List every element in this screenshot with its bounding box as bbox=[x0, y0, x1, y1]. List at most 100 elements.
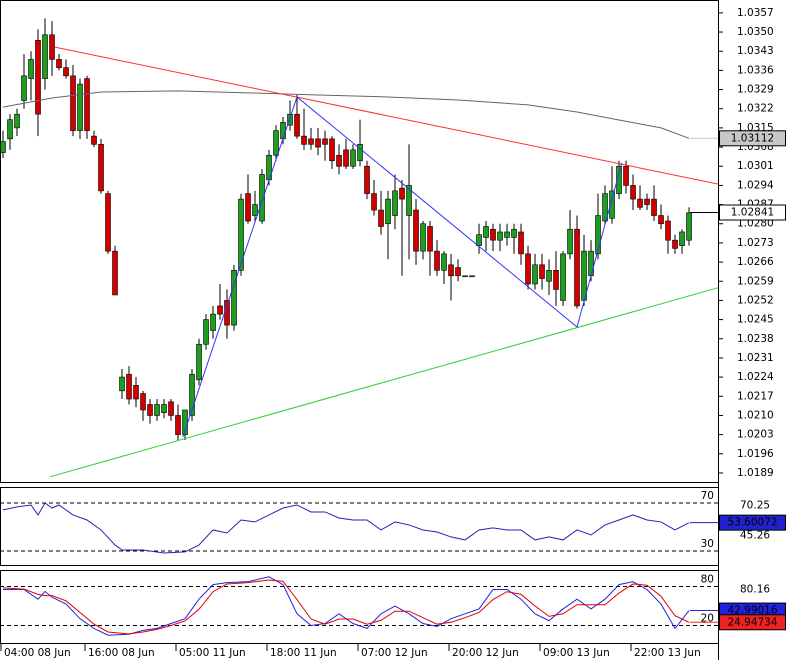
y-tick-label: 1.0322 bbox=[737, 103, 774, 115]
candle-body bbox=[560, 253, 566, 301]
marker-box bbox=[719, 514, 786, 531]
candle-body bbox=[273, 130, 279, 156]
candle-body bbox=[588, 250, 594, 277]
y-tick-label: 1.0245 bbox=[737, 314, 774, 326]
marker-box bbox=[719, 130, 786, 147]
candle-body bbox=[399, 187, 405, 200]
candle-body bbox=[525, 253, 531, 285]
candle-body bbox=[385, 198, 391, 225]
candle-body bbox=[630, 185, 636, 200]
y-tick-label: 20 bbox=[701, 612, 714, 624]
y-tick-label: 70 bbox=[701, 490, 714, 502]
x-tick-label: 04:00 08 Jun bbox=[4, 647, 71, 659]
candle-body bbox=[301, 135, 307, 145]
candle-body bbox=[56, 59, 62, 68]
y-tick-label: 1.0280 bbox=[737, 218, 774, 230]
candle-body bbox=[161, 404, 167, 414]
series-line bbox=[2, 502, 690, 554]
candle-body bbox=[70, 75, 76, 131]
candle-body bbox=[133, 385, 139, 400]
candle-body bbox=[469, 275, 475, 278]
candle-body bbox=[672, 239, 678, 249]
candle-body bbox=[140, 393, 146, 411]
marker-label: 53.60072 bbox=[727, 517, 777, 529]
candle-body bbox=[609, 190, 615, 219]
marker-box bbox=[719, 614, 786, 631]
y-tick-label: 1.0196 bbox=[737, 448, 774, 460]
y-tick-label: 1.0301 bbox=[737, 160, 774, 172]
candle-body bbox=[322, 138, 328, 145]
series-line bbox=[2, 90, 690, 139]
x-tick-label: 07:00 12 Jun bbox=[361, 647, 428, 659]
candle-body bbox=[119, 376, 125, 392]
y-tick-label: 1.0217 bbox=[737, 390, 774, 402]
candle-body bbox=[462, 275, 468, 278]
candle-body bbox=[252, 204, 258, 216]
candle-body bbox=[623, 165, 629, 186]
y-tick-label: 1.0294 bbox=[737, 179, 774, 191]
candle-body bbox=[315, 138, 321, 148]
candle-body bbox=[658, 215, 664, 225]
marker-box bbox=[719, 204, 786, 221]
candle-body bbox=[497, 231, 503, 241]
candle-body bbox=[504, 231, 510, 238]
marker-label: 42.99016 bbox=[727, 605, 777, 617]
candle-body bbox=[280, 122, 286, 140]
candle-body bbox=[476, 234, 482, 246]
candle-body bbox=[203, 319, 209, 345]
x-tick-label: 22:00 13 Jun bbox=[634, 647, 701, 659]
candle-body bbox=[308, 138, 314, 145]
candle-body bbox=[546, 270, 552, 282]
candle-body bbox=[14, 113, 20, 129]
candle-body bbox=[637, 198, 643, 208]
y-tick-label: 1.0231 bbox=[737, 352, 774, 364]
candle-body bbox=[616, 165, 622, 194]
series-line bbox=[3, 576, 690, 636]
candle-body bbox=[378, 209, 384, 227]
candle-body bbox=[84, 78, 90, 131]
candle-body bbox=[238, 198, 244, 271]
candle-body bbox=[329, 138, 335, 162]
candle-body bbox=[644, 198, 650, 205]
candle-body bbox=[49, 34, 55, 60]
y-tick-label: 1.0273 bbox=[737, 237, 774, 249]
x-tick-label: 09:00 13 Jun bbox=[543, 647, 610, 659]
candle-body bbox=[490, 228, 496, 241]
candle-body bbox=[518, 231, 524, 255]
candle-body bbox=[595, 215, 601, 255]
candle-body bbox=[427, 226, 433, 252]
y-tick-label: 1.0238 bbox=[737, 333, 774, 345]
candle-body bbox=[245, 193, 251, 222]
candle-body bbox=[343, 149, 349, 167]
candle-body bbox=[287, 113, 293, 126]
candle-body bbox=[189, 374, 195, 416]
y-tick-label: 1.0259 bbox=[737, 275, 774, 287]
x-tick-label: 18:00 11 Jun bbox=[270, 647, 337, 659]
candle-body bbox=[147, 404, 153, 416]
candle-body bbox=[154, 404, 160, 416]
y-tick-label: 1.0266 bbox=[737, 256, 774, 268]
candle-body bbox=[441, 253, 447, 271]
candle-body bbox=[350, 149, 356, 167]
y-tick-label: 1.0357 bbox=[737, 7, 774, 19]
candle-body bbox=[679, 231, 685, 246]
candle-body bbox=[553, 270, 559, 290]
y-tick-label: 1.0210 bbox=[737, 409, 774, 421]
candle-body bbox=[168, 401, 174, 416]
candle-body bbox=[336, 154, 342, 167]
y-tick-label: 1.0336 bbox=[737, 64, 774, 76]
scale-label: 80.16 bbox=[740, 583, 770, 595]
candle-body bbox=[539, 264, 545, 279]
candle-body bbox=[448, 264, 454, 277]
candle-body bbox=[686, 212, 692, 241]
candle-body bbox=[371, 193, 377, 211]
candle-body bbox=[420, 223, 426, 252]
pane-border bbox=[0, 0, 719, 483]
series-line bbox=[2, 579, 690, 635]
y-tick-label: 1.0203 bbox=[737, 429, 774, 441]
pane-border bbox=[0, 570, 719, 644]
candle-body bbox=[581, 250, 587, 301]
candle-body bbox=[98, 144, 104, 192]
y-tick-label: 1.0343 bbox=[737, 45, 774, 57]
